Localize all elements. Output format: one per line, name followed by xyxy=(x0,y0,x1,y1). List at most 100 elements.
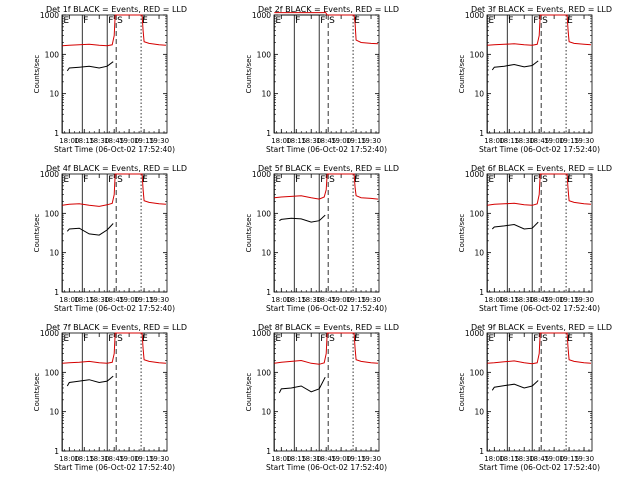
y-tick-label: 1000 xyxy=(40,170,59,179)
x-axis-label: Start Time (06-Oct-02 17:52:40) xyxy=(54,304,175,313)
marker-label-s: S xyxy=(542,175,548,185)
y-tick-label: 100 xyxy=(257,368,272,377)
lld-rate-line xyxy=(62,14,167,47)
marker-label-e: E xyxy=(567,334,573,344)
marker-label-e: E xyxy=(63,175,69,185)
detector-panel-6: Det 6f BLACK = Events, RED = LLD 1 10 100 10… xyxy=(458,164,612,313)
y-tick-label: 100 xyxy=(45,50,60,59)
x-tick-label: 19:30 xyxy=(149,137,169,145)
lld-rate-line xyxy=(274,11,379,45)
y-tick-label: 100 xyxy=(45,209,60,218)
y-tick-label: 1000 xyxy=(40,329,59,338)
marker-label-s: S xyxy=(117,334,123,344)
event-rate-line xyxy=(279,214,326,223)
x-tick-label: 18:00 xyxy=(271,455,291,463)
x-tick-label: 18:45 xyxy=(104,296,124,304)
lld-rate-line xyxy=(487,14,592,46)
y-tick-label: 10 xyxy=(49,90,59,99)
detector-panel-4: Det 4f BLACK = Events, RED = LLD 1 10 100 10… xyxy=(33,164,187,313)
y-tick-label: 10 xyxy=(261,90,271,99)
x-tick-label: 19:30 xyxy=(149,296,169,304)
y-axis-label: Counts/sec xyxy=(33,55,41,94)
x-tick-label: 19:00 xyxy=(119,455,139,463)
y-tick-label: 1 xyxy=(266,447,271,456)
plot-frame xyxy=(273,14,380,134)
y-axis-label: Counts/sec xyxy=(33,214,41,253)
y-tick-label: 1 xyxy=(266,129,271,138)
marker-label-f: F xyxy=(320,334,325,344)
marker-label-f: F xyxy=(108,16,113,26)
marker-label-f: F xyxy=(83,334,88,344)
y-tick-label: 1 xyxy=(479,129,484,138)
x-tick-label: 19:00 xyxy=(331,137,351,145)
x-axis-label: Start Time (06-Oct-02 17:52:40) xyxy=(479,145,600,154)
marker-label-f: F xyxy=(533,16,538,26)
event-rate-line xyxy=(491,221,539,230)
marker-label-e: E xyxy=(63,16,69,26)
marker-label-f: F xyxy=(295,16,300,26)
marker-label-f: F xyxy=(320,16,325,26)
x-tick-label: 19:15 xyxy=(559,137,579,145)
lld-rate-line xyxy=(274,332,379,365)
marker-label-e: E xyxy=(142,16,148,26)
marker-label-f: F xyxy=(508,334,513,344)
marker-label-f: F xyxy=(108,334,113,344)
y-tick-label: 100 xyxy=(45,368,60,377)
y-tick-label: 1000 xyxy=(40,11,59,20)
x-tick-label: 19:15 xyxy=(559,455,579,463)
marker-label-e: E xyxy=(567,16,573,26)
x-tick-label: 19:30 xyxy=(574,137,594,145)
y-tick-label: 100 xyxy=(470,50,485,59)
event-rate-line xyxy=(278,376,326,394)
panel-title: Det 3f BLACK = Events, RED = LLD xyxy=(471,5,612,14)
detector-panel-5: Det 5f BLACK = Events, RED = LLD 1 10 100 10… xyxy=(245,164,399,313)
y-tick-label: 1 xyxy=(54,288,59,297)
marker-label-e: E xyxy=(275,175,281,185)
x-tick-label: 19:00 xyxy=(544,137,564,145)
x-tick-label: 19:30 xyxy=(574,455,594,463)
x-axis-label: Start Time (06-Oct-02 17:52:40) xyxy=(266,145,387,154)
x-tick-label: 19:15 xyxy=(134,296,154,304)
marker-label-e: E xyxy=(354,175,360,185)
event-rate-line xyxy=(66,61,114,72)
marker-label-f: F xyxy=(320,175,325,185)
marker-label-e: E xyxy=(142,334,148,344)
marker-label-e: E xyxy=(275,16,281,26)
panel-title: Det 8f BLACK = Events, RED = LLD xyxy=(258,323,399,332)
marker-label-f: F xyxy=(533,175,538,185)
x-tick-label: 18:00 xyxy=(271,137,291,145)
marker-label-s: S xyxy=(542,16,548,26)
lld-rate-line xyxy=(487,173,592,206)
marker-label-s: S xyxy=(117,175,123,185)
x-tick-label: 19:30 xyxy=(361,455,381,463)
x-tick-label: 19:00 xyxy=(119,137,139,145)
panel-title: Det 2f BLACK = Events, RED = LLD xyxy=(258,5,399,14)
y-tick-label: 100 xyxy=(470,209,485,218)
x-tick-label: 18:30 xyxy=(514,455,534,463)
x-axis-label: Start Time (06-Oct-02 17:52:40) xyxy=(479,304,600,313)
y-axis-label: Counts/sec xyxy=(458,373,466,412)
marker-label-f: F xyxy=(295,175,300,185)
x-axis-label: Start Time (06-Oct-02 17:52:40) xyxy=(54,463,175,472)
marker-label-f: F xyxy=(508,175,513,185)
lld-rate-line xyxy=(274,173,379,200)
y-tick-label: 1 xyxy=(479,288,484,297)
x-tick-label: 18:45 xyxy=(529,137,549,145)
x-tick-label: 19:00 xyxy=(331,455,351,463)
x-tick-label: 18:15 xyxy=(499,455,519,463)
marker-label-e: E xyxy=(354,334,360,344)
y-axis-label: Counts/sec xyxy=(458,214,466,253)
marker-label-s: S xyxy=(542,334,548,344)
marker-label-e: E xyxy=(567,175,573,185)
plot-frame xyxy=(273,173,380,293)
x-tick-label: 18:45 xyxy=(529,455,549,463)
x-axis-label: Start Time (06-Oct-02 17:52:40) xyxy=(479,463,600,472)
marker-label-s: S xyxy=(117,16,123,26)
panel-title: Det 7f BLACK = Events, RED = LLD xyxy=(46,323,187,332)
panel-title: Det 9f BLACK = Events, RED = LLD xyxy=(471,323,612,332)
x-tick-label: 18:45 xyxy=(316,296,336,304)
x-tick-label: 18:15 xyxy=(499,296,519,304)
x-tick-label: 18:30 xyxy=(89,296,109,304)
detector-panel-9: Det 9f BLACK = Events, RED = LLD 1 10 100 10… xyxy=(458,323,612,472)
x-tick-label: 18:00 xyxy=(271,296,291,304)
